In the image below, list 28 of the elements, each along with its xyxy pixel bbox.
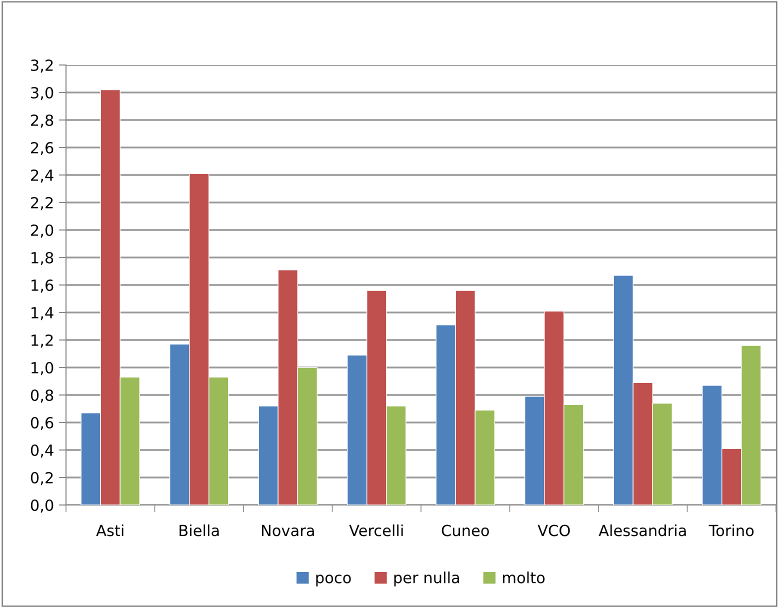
y-tick-label: 1,2 bbox=[32, 334, 53, 348]
y-tick-label: 1,4 bbox=[32, 307, 54, 320]
y-tick-label: 2,4 bbox=[31, 169, 54, 183]
y-tick-label: 0,4 bbox=[30, 444, 54, 458]
y-tick-label: 1,6 bbox=[32, 279, 54, 293]
y-tick-label: 0,6 bbox=[30, 416, 54, 430]
x-tick-label: Alessandria bbox=[598, 524, 686, 536]
y-tick-label: 3,2 bbox=[31, 59, 53, 73]
y-tick-label: 2,8 bbox=[31, 114, 54, 128]
x-tick-label: Cuneo bbox=[442, 524, 489, 536]
y-tick-label: 0,2 bbox=[30, 472, 53, 486]
legend-label: poco bbox=[316, 574, 351, 586]
y-tick-label: 1,8 bbox=[32, 252, 54, 266]
y-tick-label: 0,0 bbox=[30, 499, 54, 513]
x-tick-label: VCO bbox=[538, 524, 570, 536]
x-tick-label: Biella bbox=[180, 524, 219, 536]
y-tick-label: 3,0 bbox=[31, 86, 54, 100]
y-tick-label: 2,0 bbox=[31, 224, 54, 238]
x-tick-label: Vercelli bbox=[349, 524, 403, 536]
y-tick-label: 2,2 bbox=[31, 196, 53, 210]
y-tick-label: 0,8 bbox=[30, 389, 54, 403]
legend-label: molto bbox=[503, 572, 545, 584]
legend-label: per nulla bbox=[394, 572, 459, 586]
y-tick-label: 1,0 bbox=[32, 362, 54, 376]
x-tick-label: Torino bbox=[708, 524, 754, 536]
y-tick-label: 2,6 bbox=[31, 142, 54, 156]
x-tick-label: Asti bbox=[96, 524, 124, 536]
x-tick-label: Novara bbox=[262, 524, 314, 536]
